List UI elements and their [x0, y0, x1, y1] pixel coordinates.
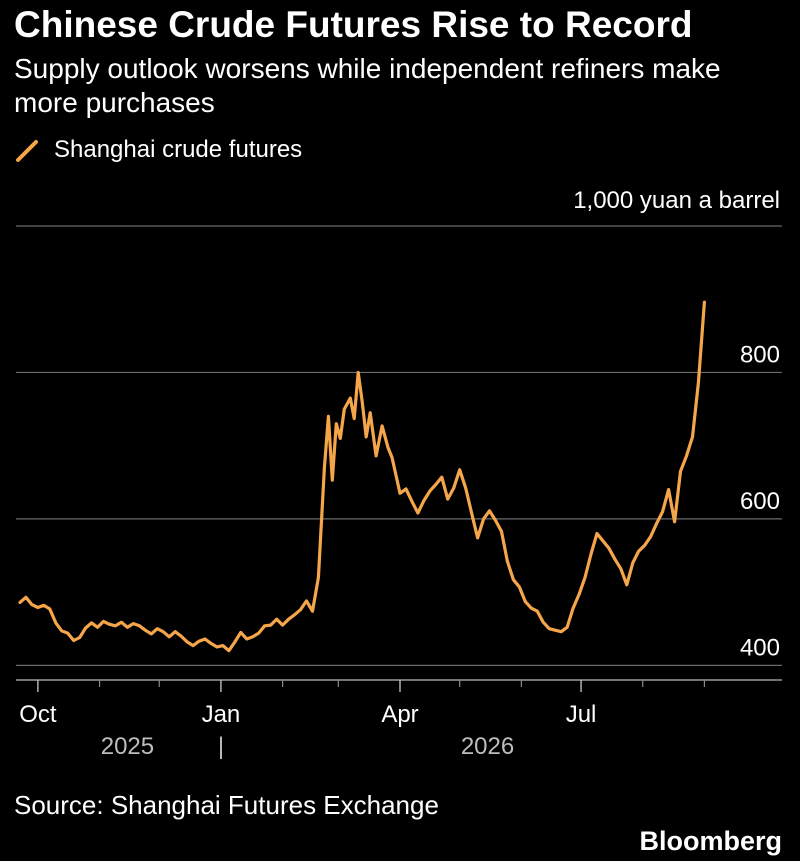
- series-line-shanghai-crude-futures: [18, 300, 706, 653]
- x-axis: Oct Jan Apr Jul 2025 2026 |: [19, 680, 706, 760]
- y-axis-unit-label: 1,000 yuan a barrel: [573, 187, 780, 214]
- chart-subtitle: Supply outlook worsens while independent…: [14, 53, 721, 118]
- bloomberg-logo: Bloomberg: [639, 826, 782, 856]
- source-note: Source: Shanghai Futures Exchange: [14, 790, 439, 820]
- y-tick-label-800: 800: [740, 341, 780, 368]
- year-label-2025: 2025: [101, 733, 154, 760]
- y-axis-ticks: 400 600 800: [740, 341, 780, 661]
- legend: Shanghai crude futures: [14, 136, 302, 164]
- series-layer: [18, 300, 706, 653]
- x-tick-label-oct: Oct: [19, 701, 57, 728]
- x-tick-label-jan: Jan: [202, 701, 241, 728]
- x-tick-label-jul: Jul: [566, 701, 597, 728]
- y-tick-label-400: 400: [740, 634, 780, 661]
- x-tick-label-apr: Apr: [381, 701, 418, 728]
- legend-label: Shanghai crude futures: [54, 136, 303, 163]
- year-label-2026: 2026: [461, 733, 514, 760]
- chart-title: Chinese Crude Futures Rise to Record: [14, 4, 693, 45]
- legend-swatch-icon: [16, 140, 38, 162]
- gridlines: [16, 225, 782, 681]
- line-chart: 400 600 800 Oct Jan Apr Jul 2025 2026 |: [16, 225, 782, 760]
- y-tick-label-600: 600: [740, 488, 780, 515]
- year-divider: |: [218, 733, 224, 760]
